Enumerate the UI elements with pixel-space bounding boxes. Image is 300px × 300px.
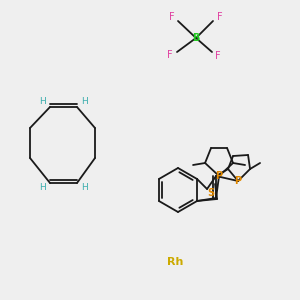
Text: B: B: [192, 33, 200, 43]
Text: F: F: [215, 51, 221, 61]
Text: H: H: [40, 184, 46, 193]
Text: F: F: [169, 12, 175, 22]
Text: S: S: [208, 188, 214, 198]
Text: P: P: [235, 176, 242, 186]
Text: Rh: Rh: [167, 257, 183, 267]
Text: F: F: [217, 12, 223, 22]
Text: F: F: [167, 50, 173, 60]
Text: H: H: [81, 184, 87, 193]
Text: H: H: [40, 98, 46, 106]
Text: H: H: [81, 98, 87, 106]
Text: P: P: [215, 171, 223, 181]
